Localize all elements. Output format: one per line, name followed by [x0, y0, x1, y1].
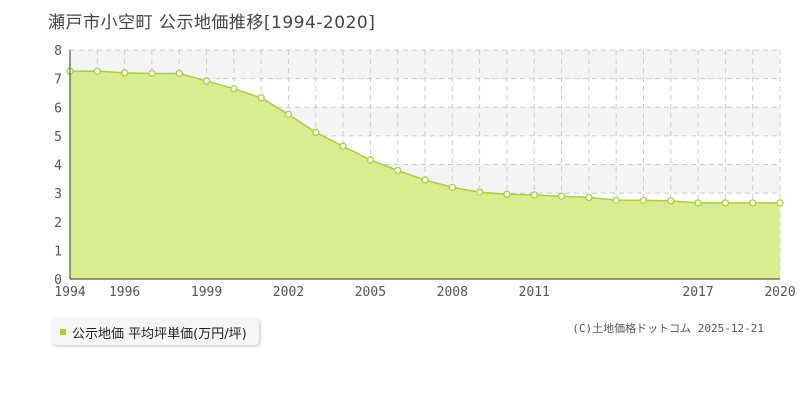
y-tick-label: 6 [54, 101, 62, 116]
data-point [585, 193, 593, 202]
x-axis-ticks: 1994 1996 1999 2002 2005 2008 2011 2017 2020 [54, 285, 795, 300]
data-point [557, 192, 566, 200]
data-point [721, 199, 730, 207]
axes [69, 50, 780, 280]
y-axis-ticks: 0 1 2 3 4 5 6 7 8 [54, 44, 62, 288]
data-point [667, 197, 675, 205]
y-tick-label: 7 [54, 73, 62, 88]
data-point [120, 69, 129, 77]
data-point [749, 199, 757, 207]
data-point [312, 128, 320, 137]
data-point [448, 183, 456, 192]
price-chart: 0 1 2 3 4 5 6 7 8 1994 1996 1999 2002 2005 2008 2011 20… [54, 44, 795, 300]
x-tick-label: 1994 [54, 285, 85, 300]
data-point [639, 196, 648, 204]
y-tick-label: 8 [54, 44, 62, 59]
x-tick-label: 1996 [109, 285, 140, 300]
data-point [421, 176, 429, 184]
data-point [175, 69, 183, 78]
data-point [776, 199, 784, 207]
data-point [394, 166, 402, 175]
y-tick-label: 5 [54, 130, 62, 145]
data-point [366, 156, 375, 164]
credit-text: (C)土地価格ドットコム 2025-12-21 [572, 322, 764, 335]
data-points [66, 67, 784, 207]
x-tick-label: 2017 [682, 285, 713, 300]
x-tick-label: 2002 [273, 285, 304, 300]
data-point [475, 188, 484, 196]
y-tick-label: 0 [54, 273, 62, 288]
data-point [230, 84, 238, 93]
data-point [93, 67, 101, 75]
data-point [339, 142, 347, 150]
data-point [202, 77, 211, 85]
legend-label: 公示地価 平均坪単価(万円/坪) [72, 326, 247, 342]
x-tick-label: 2011 [519, 285, 550, 300]
area-series [70, 71, 780, 280]
data-point [148, 69, 156, 78]
legend: 公示地価 平均坪単価(万円/坪) [52, 319, 259, 345]
data-point [612, 196, 620, 204]
y-tick-label: 4 [54, 159, 62, 174]
data-point [530, 191, 538, 199]
x-tick-label: 2005 [355, 285, 386, 300]
y-tick-label: 3 [54, 187, 62, 202]
y-tick-label: 1 [54, 244, 62, 259]
data-point [284, 110, 293, 119]
y-tick-label: 2 [54, 216, 62, 231]
data-point [503, 190, 511, 198]
data-point [694, 199, 702, 207]
x-tick-label: 1999 [191, 285, 222, 300]
page-title: 瀬戸市小空町 公示地価推移[1994-2020] [48, 13, 376, 33]
x-tick-label: 2008 [437, 285, 468, 300]
legend-swatch [60, 329, 66, 335]
data-point [257, 94, 265, 102]
x-tick-label: 2020 [764, 285, 795, 300]
